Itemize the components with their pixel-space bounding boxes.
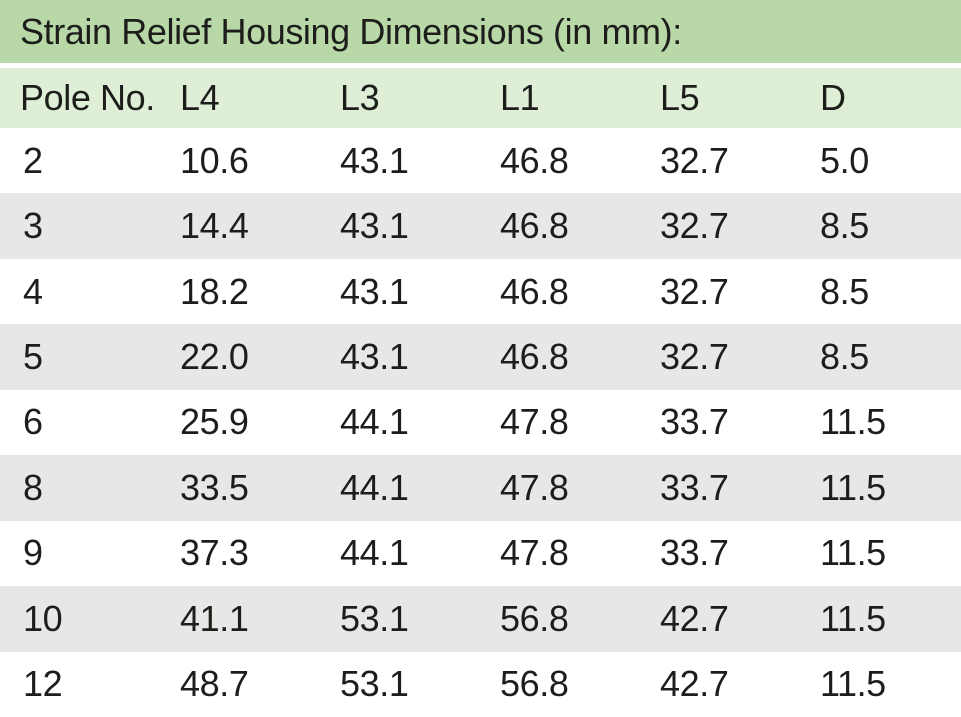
cell-l1: 47.8 (480, 520, 640, 587)
cell-pole-no: 5 (0, 324, 160, 390)
table-row: 10 41.1 53.1 56.8 42.7 11.5 (0, 586, 961, 652)
cell-d: 11.5 (800, 455, 961, 521)
cell-d: 8.5 (800, 258, 961, 325)
cell-l5: 42.7 (640, 651, 800, 717)
cell-l1: 46.8 (480, 128, 640, 194)
table-row: 6 25.9 44.1 47.8 33.7 11.5 (0, 389, 961, 456)
cell-pole-no: 3 (0, 193, 160, 259)
table-row: 8 33.5 44.1 47.8 33.7 11.5 (0, 455, 961, 521)
cell-pole-no: 4 (0, 258, 160, 325)
cell-l3: 44.1 (320, 520, 480, 587)
cell-d: 8.5 (800, 193, 961, 259)
cell-d: 8.5 (800, 324, 961, 390)
column-header-l1: L1 (480, 68, 640, 128)
cell-l4: 41.1 (160, 586, 320, 652)
cell-l5: 33.7 (640, 520, 800, 587)
cell-l4: 18.2 (160, 258, 320, 325)
cell-l4: 25.9 (160, 389, 320, 456)
column-header-l3: L3 (320, 68, 480, 128)
cell-d: 11.5 (800, 586, 961, 652)
cell-pole-no: 12 (0, 651, 160, 717)
cell-l3: 44.1 (320, 389, 480, 456)
cell-l1: 47.8 (480, 389, 640, 456)
title-separator (0, 63, 961, 68)
cell-l3: 43.1 (320, 193, 480, 259)
cell-l5: 33.7 (640, 389, 800, 456)
cell-d: 11.5 (800, 651, 961, 717)
column-header-l4: L4 (160, 68, 320, 128)
cell-l3: 43.1 (320, 128, 480, 194)
table-row: 5 22.0 43.1 46.8 32.7 8.5 (0, 324, 961, 390)
table-row: 9 37.3 44.1 47.8 33.7 11.5 (0, 520, 961, 587)
cell-l4: 37.3 (160, 520, 320, 587)
table-body: 2 10.6 43.1 46.8 32.7 5.0 3 14.4 43.1 46… (0, 128, 961, 717)
cell-l5: 32.7 (640, 258, 800, 325)
cell-pole-no: 2 (0, 128, 160, 194)
cell-l4: 10.6 (160, 128, 320, 194)
table-row: 12 48.7 53.1 56.8 42.7 11.5 (0, 651, 961, 717)
cell-l3: 43.1 (320, 258, 480, 325)
table-title: Strain Relief Housing Dimensions (in mm)… (20, 10, 682, 52)
cell-d: 11.5 (800, 520, 961, 587)
cell-l1: 46.8 (480, 258, 640, 325)
cell-l1: 47.8 (480, 455, 640, 521)
cell-l3: 44.1 (320, 455, 480, 521)
cell-pole-no: 10 (0, 586, 160, 652)
cell-l4: 22.0 (160, 324, 320, 390)
cell-l5: 42.7 (640, 586, 800, 652)
cell-l4: 48.7 (160, 651, 320, 717)
cell-pole-no: 8 (0, 455, 160, 521)
cell-l3: 43.1 (320, 324, 480, 390)
table-row: 4 18.2 43.1 46.8 32.7 8.5 (0, 258, 961, 325)
table-row: 3 14.4 43.1 46.8 32.7 8.5 (0, 193, 961, 259)
cell-d: 11.5 (800, 389, 961, 456)
cell-l5: 32.7 (640, 193, 800, 259)
dimensions-table: Pole No. L4 L3 L1 L5 D 2 10.6 43.1 46.8 … (0, 68, 961, 717)
cell-l5: 32.7 (640, 324, 800, 390)
cell-l4: 14.4 (160, 193, 320, 259)
cell-l1: 46.8 (480, 324, 640, 390)
column-header-pole-no: Pole No. (0, 68, 160, 128)
cell-l5: 33.7 (640, 455, 800, 521)
cell-d: 5.0 (800, 128, 961, 194)
cell-l3: 53.1 (320, 651, 480, 717)
column-header-d: D (800, 68, 961, 128)
cell-l5: 32.7 (640, 128, 800, 194)
cell-l4: 33.5 (160, 455, 320, 521)
column-header-l5: L5 (640, 68, 800, 128)
cell-l1: 56.8 (480, 651, 640, 717)
cell-l1: 56.8 (480, 586, 640, 652)
cell-l3: 53.1 (320, 586, 480, 652)
cell-pole-no: 9 (0, 520, 160, 587)
table-title-bar: Strain Relief Housing Dimensions (in mm)… (0, 0, 961, 63)
cell-pole-no: 6 (0, 389, 160, 456)
header-row: Pole No. L4 L3 L1 L5 D (0, 68, 961, 128)
table-row: 2 10.6 43.1 46.8 32.7 5.0 (0, 128, 961, 194)
cell-l1: 46.8 (480, 193, 640, 259)
